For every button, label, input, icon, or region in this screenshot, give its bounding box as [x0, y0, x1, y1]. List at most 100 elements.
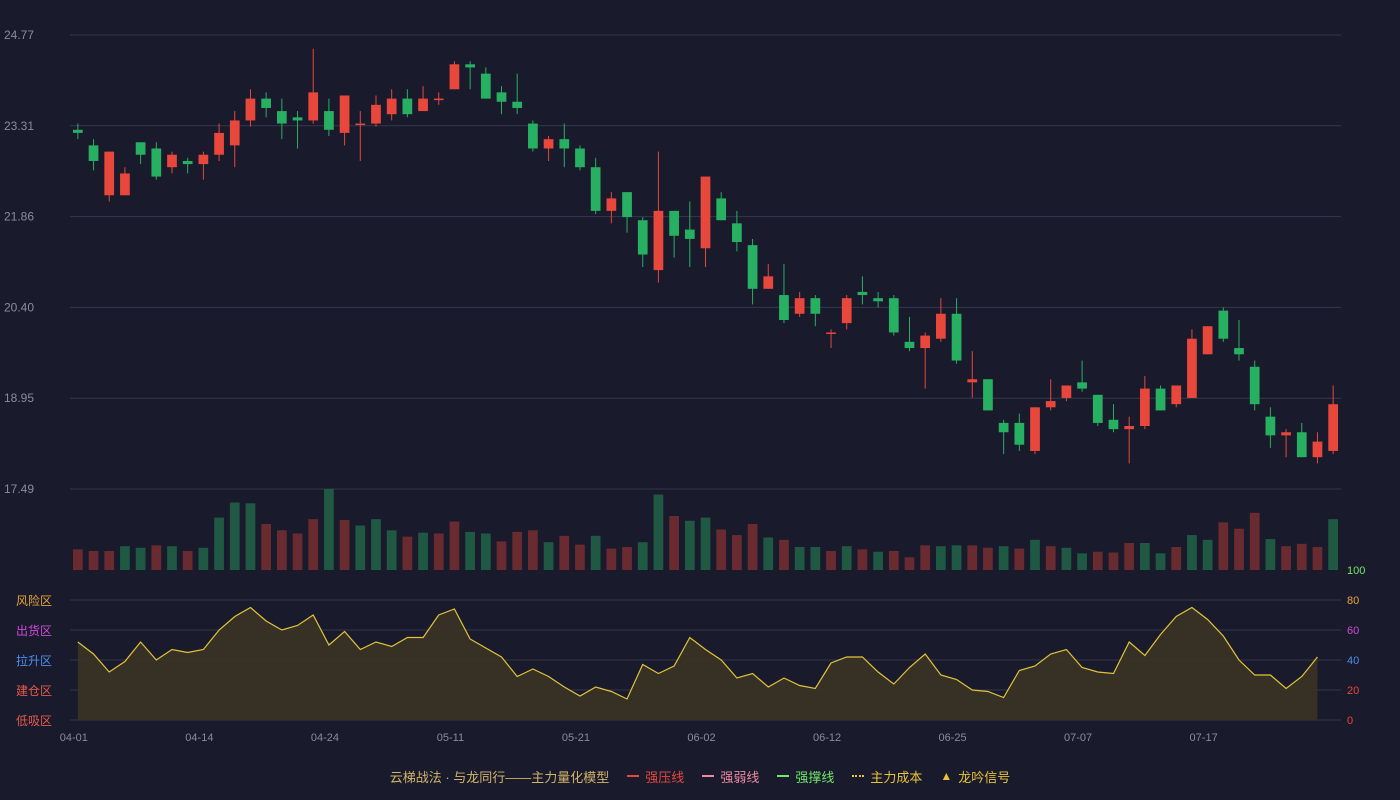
price-tick-label: 18.95 — [4, 391, 34, 405]
volume-bar — [669, 516, 679, 570]
volume-bar — [936, 546, 946, 570]
candle-body — [622, 192, 632, 218]
volume-bar — [857, 549, 868, 570]
candle-body — [794, 298, 805, 314]
legend-label: 主力成本 — [870, 769, 923, 785]
candle-body — [324, 111, 334, 130]
candle-body — [1014, 422, 1025, 445]
candle-body — [1124, 426, 1135, 430]
volume-bar — [1014, 548, 1025, 570]
volume-bar — [1124, 543, 1135, 570]
candle-body — [167, 154, 177, 168]
date-tick-label: 06-02 — [687, 732, 715, 744]
candle-body — [841, 298, 852, 324]
candle-body — [214, 132, 224, 155]
zone-label: 风险区 — [16, 593, 52, 608]
volume-bar — [1202, 539, 1213, 570]
candle-body — [496, 92, 507, 102]
legend-label: 强压线 — [645, 769, 685, 785]
legend-item-main-cost[interactable]: 主力成本 — [852, 767, 922, 786]
volume-bar — [967, 545, 978, 570]
volume-bar — [1061, 547, 1072, 570]
volume-bar — [1312, 546, 1323, 570]
volume-bar — [763, 537, 774, 570]
oscillator-line — [77, 606, 1318, 700]
volume-bar — [88, 550, 99, 570]
volume-bar — [575, 544, 585, 570]
date-tick-label: 04-01 — [60, 732, 88, 744]
volume-bar — [276, 530, 287, 570]
legend-item-strong-resistance[interactable]: 强压线 — [627, 767, 684, 786]
candle-body — [229, 120, 240, 146]
volume-bar — [998, 546, 1009, 570]
oscillator-area — [77, 607, 1318, 720]
candle-body — [355, 123, 366, 126]
candle-body — [575, 148, 585, 168]
zone-label: 建仓区 — [16, 684, 52, 698]
volume-bar — [151, 545, 162, 570]
candle-body — [904, 341, 915, 349]
candle-body — [1171, 385, 1182, 405]
volume-bar — [120, 546, 130, 570]
osc-tick-label: 80 — [1347, 595, 1359, 607]
volume-bar — [779, 539, 789, 570]
volume-bar — [700, 517, 711, 570]
candle-body — [104, 151, 115, 196]
candle-body — [245, 98, 256, 121]
volume-bar — [182, 550, 193, 570]
date-tick-label: 06-25 — [938, 732, 966, 744]
volume-bar — [904, 557, 915, 570]
candle-body — [1281, 432, 1291, 436]
chart-legend: 云梯战法 · 与龙同行——主力量化模型 强压线 强弱线 强撑线 主力成本 ▲ 龙… — [0, 765, 1400, 787]
chart-canvas: 24.77 23.31 21.86 20.40 18.95 17.49 0 20 40 60 80 1… — [4, 28, 1365, 744]
volume-bar — [873, 551, 883, 570]
legend-swatch — [627, 775, 640, 777]
candle-body — [1077, 382, 1087, 389]
candle-body — [1108, 419, 1119, 430]
legend-item-strong-support[interactable]: 强撑线 — [777, 767, 834, 786]
volume-bar — [1139, 543, 1150, 570]
volume-bar — [1045, 546, 1056, 570]
volume-bar — [135, 547, 146, 570]
candle-body — [936, 313, 946, 339]
volume-bar — [747, 523, 758, 570]
price-tick-label: 20.40 — [4, 300, 34, 314]
volume-bar — [465, 531, 475, 570]
candle-body — [151, 148, 162, 177]
volume-bar — [1218, 522, 1229, 570]
volume-bar — [1296, 543, 1307, 570]
candle-body — [371, 104, 381, 124]
volume-bar — [339, 519, 350, 570]
candle-body — [779, 295, 789, 320]
legend-item-dragon-signal[interactable]: ▲ 龙吟信号 — [940, 767, 1010, 786]
osc-tick-label: 40 — [1347, 655, 1359, 667]
volume-bar — [104, 550, 115, 570]
candle-body — [1234, 348, 1244, 355]
volume-bar — [72, 549, 83, 570]
candle-body — [559, 139, 570, 149]
candle-body — [339, 95, 350, 133]
date-tick-label: 05-21 — [562, 732, 590, 744]
triangle-icon: ▲ — [940, 769, 953, 783]
volume-bar — [292, 533, 303, 570]
zone-label: 拉升区 — [16, 653, 52, 668]
candle-body — [1249, 366, 1260, 405]
candle-body — [590, 167, 601, 211]
candle-body — [433, 98, 444, 101]
legend-item-strength-line[interactable]: 强弱线 — [702, 767, 759, 786]
volume-bar — [449, 521, 460, 570]
volume-bar — [826, 550, 836, 570]
volume-bar — [1249, 512, 1260, 570]
volume-bar — [841, 546, 852, 570]
candle-body — [700, 176, 711, 249]
legend-label: 龙吟信号 — [958, 769, 1011, 785]
date-tick-label: 07-17 — [1190, 732, 1218, 744]
candle-body — [732, 223, 742, 243]
candle-body — [637, 220, 648, 255]
candle-body — [512, 101, 523, 108]
candle-body — [998, 422, 1009, 433]
date-tick-label: 05-11 — [437, 732, 464, 744]
volume-bar — [1281, 546, 1291, 570]
candle-body — [308, 92, 319, 121]
candle-body — [418, 98, 428, 112]
